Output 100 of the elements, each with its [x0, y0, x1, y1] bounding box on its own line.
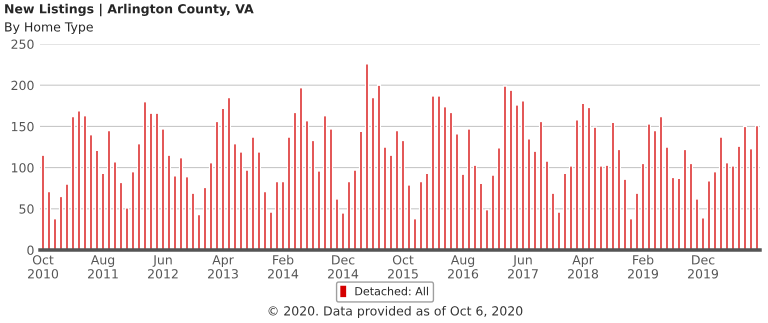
bar — [100, 172, 106, 250]
bar — [370, 96, 376, 250]
text: © 2020. Data provided as of Oct 6, 2020 — [268, 306, 522, 318]
bar — [322, 114, 328, 250]
bar — [694, 198, 700, 250]
bar — [304, 120, 310, 250]
bar — [460, 173, 466, 250]
bar — [586, 106, 592, 250]
bar — [208, 162, 214, 250]
bar — [562, 172, 568, 250]
bar — [730, 165, 736, 250]
bar — [334, 198, 340, 250]
bar — [406, 184, 412, 250]
bar — [190, 192, 196, 250]
bar — [532, 150, 538, 250]
bar — [154, 112, 160, 250]
bar — [256, 151, 262, 250]
bar — [112, 161, 118, 250]
bar — [118, 182, 124, 250]
y-tick-label: 0 — [27, 245, 34, 255]
bar — [442, 106, 448, 250]
bar — [430, 95, 436, 250]
bar — [490, 174, 496, 250]
bar — [64, 183, 70, 250]
x-tick-label: Oct 2010 — [28, 255, 58, 279]
bar — [40, 154, 46, 250]
bar — [496, 147, 502, 250]
bar — [268, 211, 274, 250]
bar — [544, 160, 550, 250]
bar — [700, 217, 706, 250]
bar — [538, 120, 544, 250]
y-tick-label: 200 — [12, 80, 34, 90]
bar — [634, 192, 640, 250]
x-tick-label: Aug 2011 — [88, 255, 118, 279]
bar — [688, 162, 694, 250]
x-tick-label: Dec 2014 — [328, 255, 358, 279]
bar — [106, 130, 112, 250]
bar — [484, 208, 490, 250]
bar — [718, 136, 724, 250]
bar — [94, 150, 100, 250]
bar — [706, 180, 712, 250]
bar — [508, 89, 514, 250]
bar — [142, 100, 148, 250]
bar — [628, 218, 634, 250]
bar — [358, 130, 364, 250]
bar — [52, 218, 58, 250]
y-tick-label: 150 — [12, 122, 34, 132]
bar — [670, 176, 676, 250]
bar — [88, 134, 94, 250]
bar — [598, 165, 604, 250]
bar — [574, 119, 580, 250]
bar — [130, 171, 136, 250]
bar — [454, 133, 460, 250]
bar — [616, 148, 622, 250]
bar — [424, 172, 430, 250]
bar — [76, 110, 82, 250]
bar — [412, 218, 418, 250]
bar — [658, 116, 664, 250]
bar — [502, 85, 508, 250]
bar — [622, 178, 628, 250]
bar — [394, 130, 400, 250]
bar — [46, 190, 52, 250]
bar — [610, 122, 616, 250]
bar — [640, 162, 646, 250]
bar — [466, 128, 472, 250]
x-tick-label: Jun 2012 — [148, 255, 178, 279]
bar — [316, 170, 322, 250]
bar — [388, 154, 394, 250]
bar — [748, 148, 754, 250]
bar — [184, 176, 190, 250]
x-tick-label: Feb 2019 — [628, 254, 658, 279]
bar — [196, 214, 202, 250]
bar — [754, 124, 760, 250]
x-tick-label: Apr 2013 — [208, 255, 238, 279]
bar — [472, 164, 478, 250]
bar — [226, 96, 232, 250]
bar — [238, 151, 244, 250]
bar — [742, 126, 748, 250]
bar — [652, 130, 658, 250]
bar — [280, 180, 286, 250]
bar — [556, 211, 562, 250]
bar — [328, 128, 334, 250]
bar — [220, 108, 226, 250]
bar — [70, 116, 76, 250]
x-tick-label: Oct 2015 — [388, 255, 418, 279]
bar — [580, 102, 586, 250]
bar — [712, 171, 718, 250]
bar — [352, 169, 358, 250]
chart-subtitle: By Home Type — [5, 22, 93, 34]
bar — [376, 84, 382, 250]
bar — [262, 190, 268, 250]
bar — [346, 180, 352, 250]
bar — [82, 114, 88, 250]
x-tick-label: Apr 2018 — [568, 255, 598, 279]
bar — [664, 146, 670, 250]
chart-title: New Listings | Arlington County, VA — [5, 4, 254, 16]
bar — [298, 86, 304, 250]
bar — [604, 164, 610, 250]
bar — [178, 157, 184, 250]
bar — [166, 154, 172, 250]
